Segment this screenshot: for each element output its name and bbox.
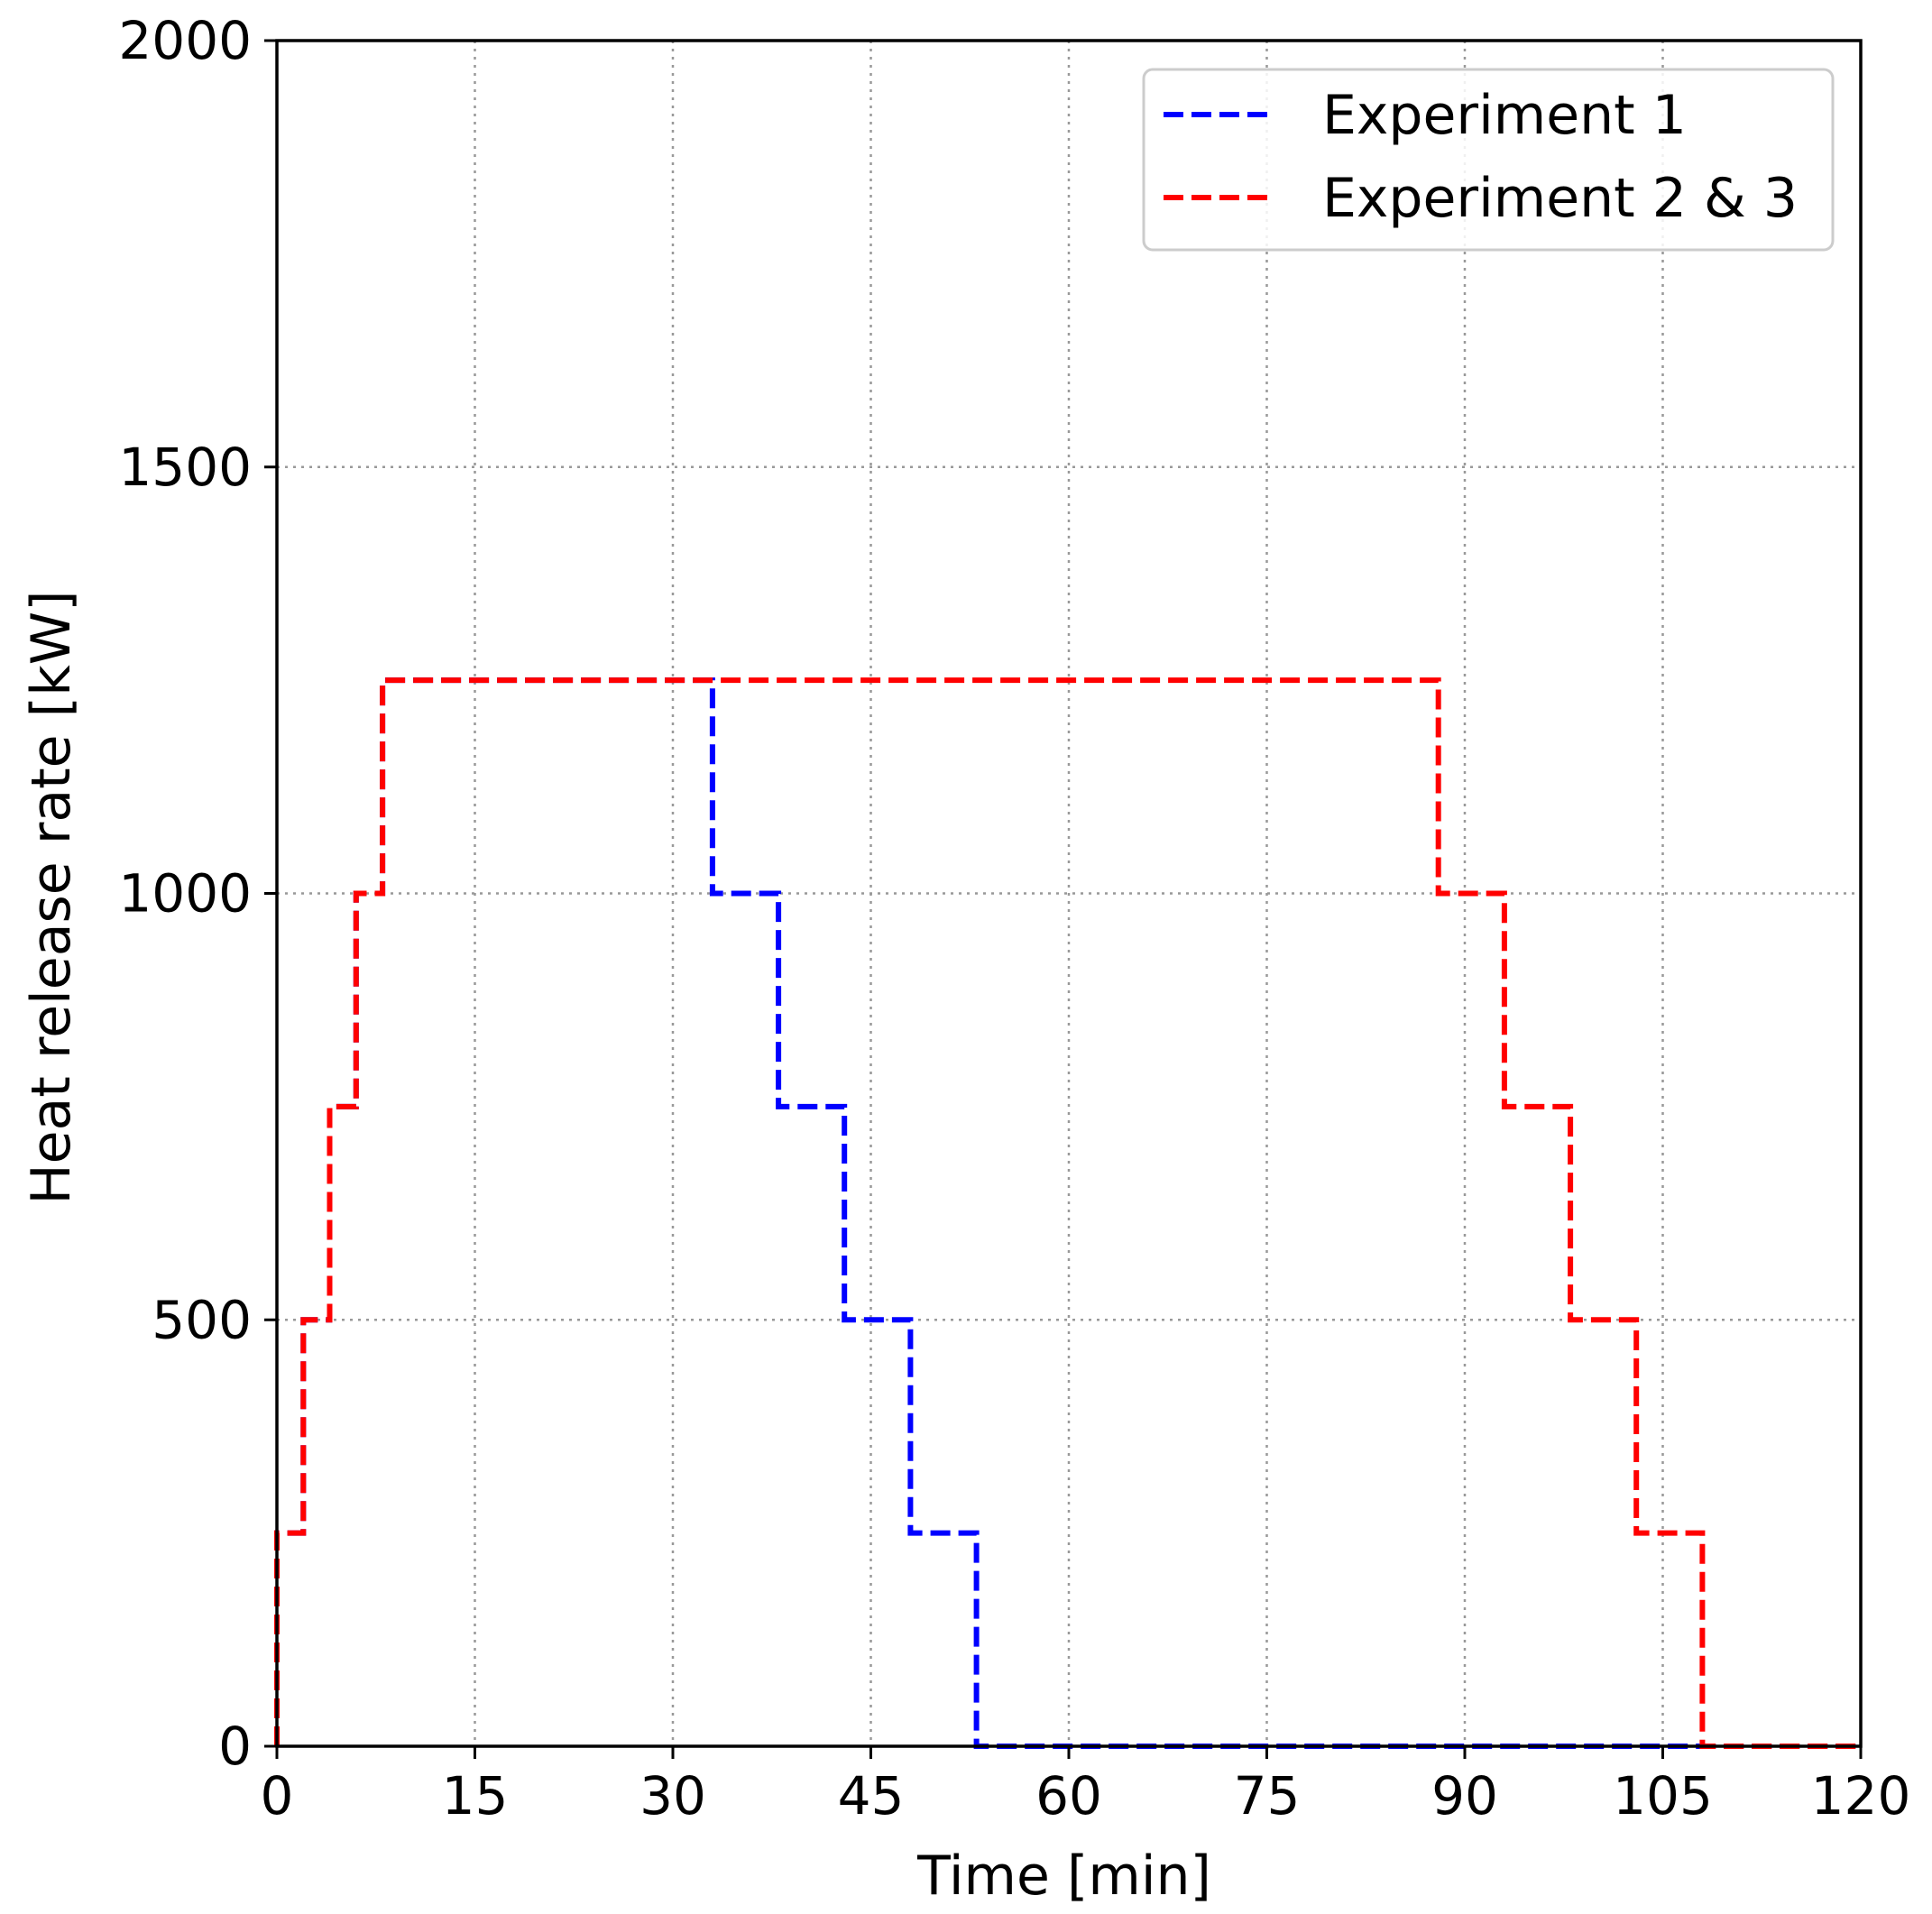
series-line-1 xyxy=(274,677,1861,1749)
plot-series xyxy=(274,677,1861,1749)
grid-lines xyxy=(275,39,1863,1748)
series-line-2 xyxy=(274,677,1861,1749)
y-tick-label: 2000 xyxy=(118,10,252,71)
y-tick-label: 0 xyxy=(218,1716,252,1777)
x-tick-label: 60 xyxy=(1035,1765,1102,1827)
y-tick-label: 1000 xyxy=(118,863,252,925)
x-tick-label: 105 xyxy=(1613,1765,1713,1827)
y-tick-label: 1500 xyxy=(118,437,252,498)
legend-label-2: Experiment 2 & 3 xyxy=(1322,167,1798,230)
x-tick-label: 0 xyxy=(261,1765,294,1827)
legend: Experiment 1 Experiment 2 & 3 xyxy=(1142,68,1835,252)
y-axis-title: Heat release rate [kW] xyxy=(20,590,83,1204)
x-tick-label: 45 xyxy=(838,1765,905,1827)
x-tick-label: 90 xyxy=(1431,1765,1498,1827)
axis-ticks: 0 15 30 45 60 75 90 105 120 0 500 1000 1500 2000 xyxy=(118,10,1910,1827)
x-axis-title: Time [min] xyxy=(916,1845,1211,1908)
x-tick-label: 75 xyxy=(1234,1765,1301,1827)
x-tick-label: 15 xyxy=(442,1765,509,1827)
legend-label-1: Experiment 1 xyxy=(1322,84,1687,147)
x-tick-label: 30 xyxy=(639,1765,706,1827)
x-tick-label: 120 xyxy=(1811,1765,1911,1827)
y-tick-label: 500 xyxy=(152,1289,252,1350)
legend-box xyxy=(1142,68,1835,252)
